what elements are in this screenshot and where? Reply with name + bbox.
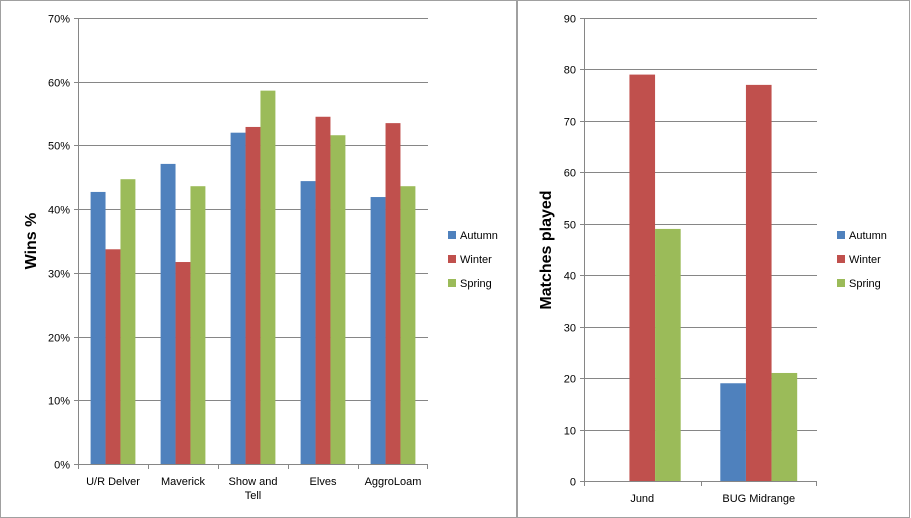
x-tick-label: AggroLoam	[365, 476, 422, 488]
legend: Autumn Winter Spring	[837, 230, 887, 290]
y-tick-label: 20%	[48, 333, 70, 345]
y-tick-label: 0	[570, 477, 576, 489]
bar-spring	[190, 186, 206, 464]
bar-autumn	[300, 181, 316, 464]
x-tick-label: U/R Delver	[86, 476, 140, 488]
y-tick-label: 30%	[48, 269, 70, 281]
legend-label-autumn: Autumn	[849, 230, 887, 242]
legend-label-winter: Winter	[849, 254, 881, 266]
bar-winter	[745, 84, 772, 481]
bar-autumn	[720, 383, 746, 481]
bar-spring	[260, 90, 276, 465]
bar-spring	[771, 372, 798, 481]
bar-spring	[400, 186, 416, 464]
legend-label-autumn: Autumn	[460, 230, 498, 242]
y-tick-label: 50	[564, 220, 576, 232]
y-tick-label: 60%	[48, 78, 70, 90]
legend: Autumn Winter Spring	[448, 230, 498, 290]
bar-autumn	[160, 163, 176, 465]
y-tick-label: 10	[564, 426, 576, 438]
y-tick-label: 60	[564, 168, 576, 180]
x-tick-label: BUG Midrange	[722, 493, 795, 505]
legend-swatch-autumn	[837, 231, 845, 239]
y-tick-label: 0%	[54, 460, 70, 472]
legend-label-spring: Spring	[849, 278, 881, 290]
bar-spring	[120, 179, 136, 464]
y-tick-label: 30	[564, 323, 576, 335]
x-tick-label: Show and	[229, 476, 278, 488]
bar-spring	[330, 135, 346, 464]
bar-winter	[175, 262, 191, 464]
bar-winter	[245, 126, 261, 465]
y-tick-label: 10%	[48, 396, 70, 408]
legend-swatch-spring	[837, 279, 845, 287]
x-tick-label: Elves	[310, 476, 337, 488]
chart-2: 0 10 20 30 40 50 60 70 80 90 Jund BUG Midrange Match…	[517, 0, 910, 518]
bar-spring	[655, 228, 681, 481]
y-tick-label: 80	[564, 65, 576, 77]
bar-winter	[629, 74, 656, 481]
y-tick-label: 70	[564, 117, 576, 129]
legend-swatch-autumn	[448, 231, 456, 239]
bar-winter	[105, 249, 121, 464]
bar-winter	[385, 123, 401, 464]
y-tick-label: 70%	[48, 14, 70, 26]
y-tick-label: 40%	[48, 205, 70, 217]
bar-autumn	[370, 197, 386, 464]
y-tick-label: 50%	[48, 141, 70, 153]
x-tick-label: Maverick	[161, 476, 206, 488]
y-axis-title: Matches played	[538, 190, 555, 309]
chart-1: 0% 10% 20% 30% 40% 50% 60% 70% U/R Delver Maveric…	[0, 0, 517, 518]
legend-swatch-winter	[837, 255, 845, 263]
y-tick-label: 90	[564, 14, 576, 26]
legend-label-winter: Winter	[460, 254, 492, 266]
legend-swatch-spring	[448, 279, 456, 287]
legend-label-spring: Spring	[460, 278, 492, 290]
bar-winter	[315, 116, 331, 464]
x-tick-label: Jund	[630, 493, 654, 505]
bar-autumn	[230, 132, 246, 464]
bar-autumn	[90, 191, 106, 464]
x-tick-label: Tell	[245, 490, 262, 502]
y-tick-label: 40	[564, 271, 576, 283]
legend-swatch-winter	[448, 255, 456, 263]
y-axis-title: Wins %	[23, 213, 40, 270]
y-tick-label: 20	[564, 374, 576, 386]
